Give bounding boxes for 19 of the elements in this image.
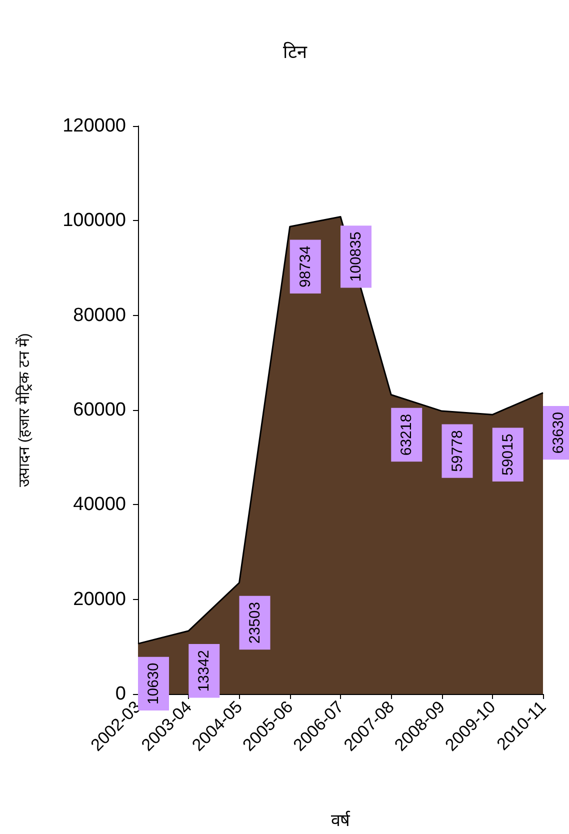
data-label: 59015 — [499, 434, 516, 476]
data-label: 100835 — [348, 232, 364, 282]
data-label: 59778 — [448, 430, 466, 472]
y-tick-label: 0 — [115, 684, 126, 704]
y-tick-label: 60000 — [73, 400, 126, 420]
data-label: 98734 — [296, 246, 314, 288]
data-label: 63218 — [398, 414, 416, 456]
data-label: 63630 — [550, 412, 567, 454]
data-label: 13342 — [196, 650, 213, 692]
data-label: 10630 — [145, 662, 162, 705]
y-tick-label: 120000 — [62, 116, 126, 136]
y-tick-label: 40000 — [73, 494, 126, 516]
y-axis-title: उत्पादन (हजार मेट्रिक टन में) — [15, 333, 33, 487]
data-label: 23503 — [246, 602, 264, 644]
y-tick-label: 100000 — [62, 210, 126, 232]
x-axis-title: वर्ष — [331, 810, 351, 830]
y-tick-label: 80000 — [73, 304, 126, 326]
chart-title: टिन — [283, 41, 308, 62]
y-tick-label: 20000 — [73, 588, 126, 610]
